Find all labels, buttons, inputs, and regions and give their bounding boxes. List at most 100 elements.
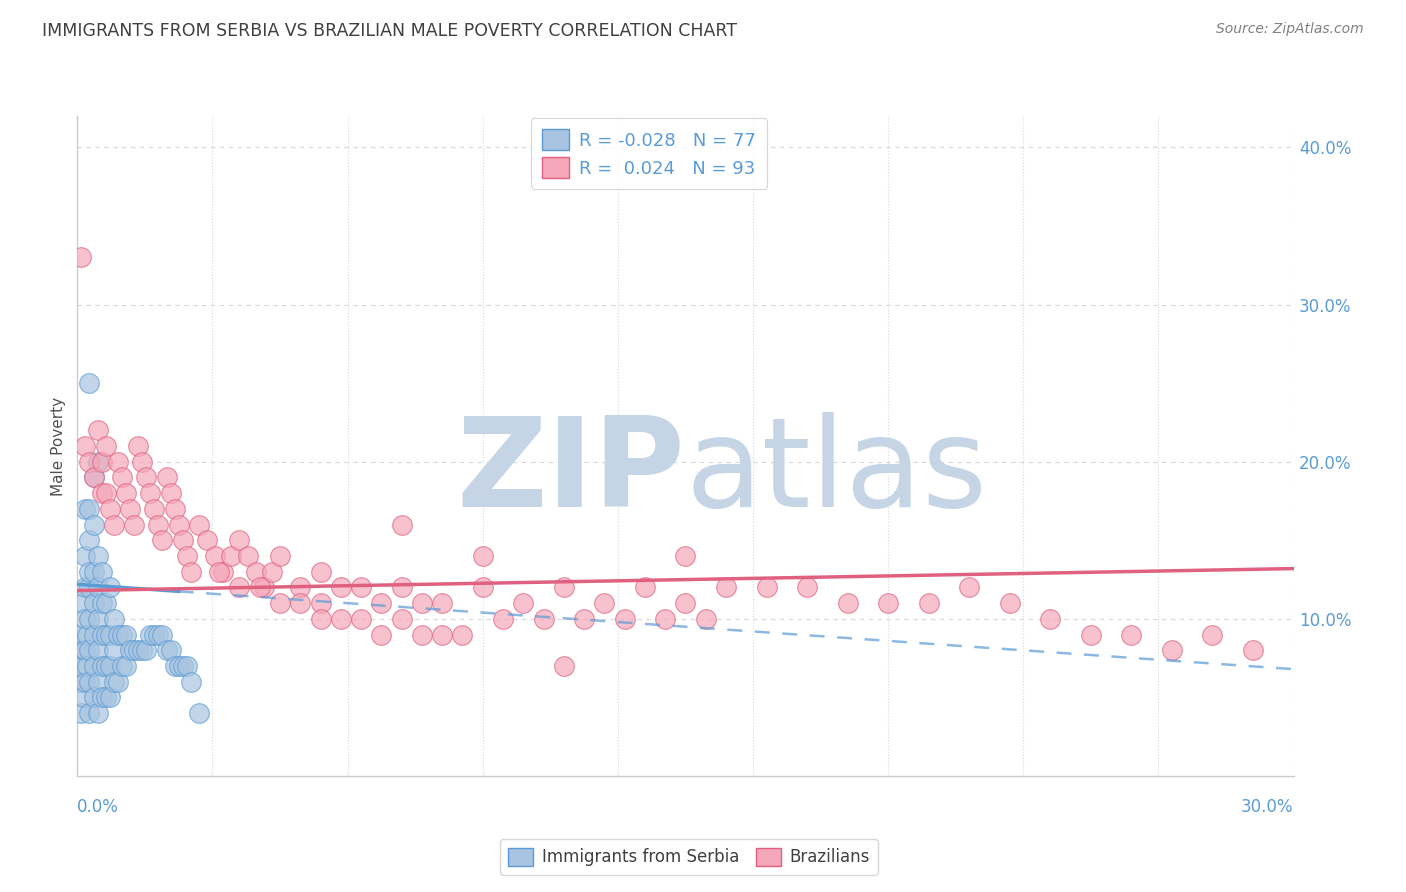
Point [329,612,352,626]
Point [83,470,105,484]
Point [86,455,108,469]
Point [1241,643,1264,657]
Point [90,486,112,500]
Point [837,596,859,610]
Point [228,533,250,548]
Point [75,439,97,453]
Point [432,627,454,641]
Point [98,659,121,673]
Point [634,581,657,595]
Point [103,517,125,532]
Point [204,549,226,563]
Point [94,439,117,453]
Point [188,517,211,532]
Point [72,690,94,705]
Point [79,643,101,657]
Point [70,659,93,673]
Point [70,706,93,721]
Point [163,501,186,516]
Point [212,565,235,579]
Point [148,517,170,532]
Point [131,643,153,657]
Point [245,565,267,579]
Point [98,627,121,641]
Point [115,486,138,500]
Point [83,596,105,610]
Point [75,549,97,563]
Point [143,501,166,516]
Point [115,659,138,673]
Point [613,612,636,626]
Legend: Immigrants from Serbia, Brazilians: Immigrants from Serbia, Brazilians [501,839,877,875]
Point [155,643,177,657]
Point [75,612,97,626]
Point [98,690,121,705]
Point [127,643,149,657]
Point [75,643,97,657]
Point [79,533,101,548]
Text: atlas: atlas [686,412,987,533]
Point [432,596,454,610]
Point [675,549,697,563]
Point [208,565,231,579]
Point [76,659,98,673]
Point [167,659,190,673]
Point [309,596,332,610]
Point [152,627,174,641]
Point [135,643,157,657]
Point [290,596,312,610]
Point [167,517,190,532]
Point [111,659,134,673]
Point [83,517,105,532]
Point [675,596,697,610]
Point [1201,627,1223,641]
Point [122,643,145,657]
Point [90,596,112,610]
Point [79,581,101,595]
Point [155,470,177,484]
Point [103,612,125,626]
Legend: R = -0.028   N = 77, R =  0.024   N = 93: R = -0.028 N = 77, R = 0.024 N = 93 [530,119,768,189]
Point [176,549,198,563]
Point [79,674,101,689]
Point [98,501,121,516]
Point [471,549,494,563]
Point [451,627,474,641]
Point [70,627,93,641]
Point [1121,627,1143,641]
Point [195,533,218,548]
Point [253,581,276,595]
Point [148,627,170,641]
Point [94,659,117,673]
Point [111,470,134,484]
Point [90,565,112,579]
Point [553,659,575,673]
Point [86,674,108,689]
Point [998,596,1021,610]
Point [118,643,141,657]
Point [309,612,332,626]
Point [1161,643,1184,657]
Point [131,455,153,469]
Point [593,596,616,610]
Point [1080,627,1102,641]
Point [236,549,259,563]
Point [86,643,108,657]
Point [103,674,125,689]
Point [309,565,332,579]
Point [370,596,392,610]
Point [122,517,145,532]
Point [94,690,117,705]
Point [180,565,202,579]
Text: 0.0%: 0.0% [77,798,120,816]
Point [172,659,194,673]
Point [228,581,250,595]
Point [67,674,90,689]
Point [176,659,198,673]
Point [269,549,291,563]
Point [269,596,291,610]
Point [75,501,97,516]
Point [115,627,138,641]
Point [127,439,149,453]
Point [391,612,413,626]
